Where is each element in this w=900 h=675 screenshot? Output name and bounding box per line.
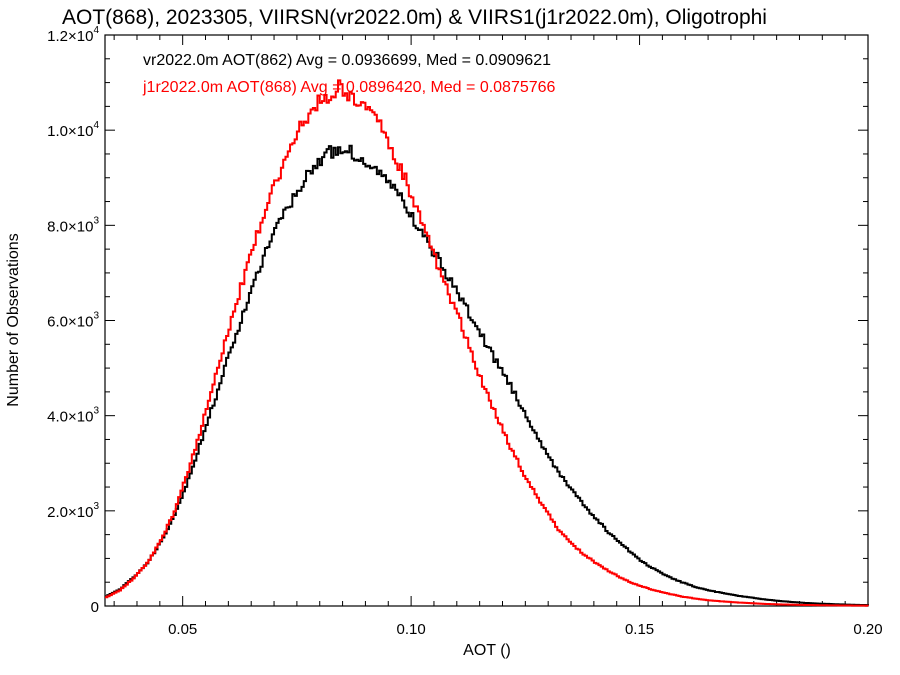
chart-title: AOT(868), 2023305, VIIRSN(vr2022.0m) & V… <box>62 6 767 29</box>
y-tick-label: 1.0×104 <box>47 120 99 140</box>
series-vr2022-line <box>105 144 869 607</box>
y-tick-label: 1.2×104 <box>47 25 99 45</box>
x-tick-label: 0.20 <box>853 621 882 638</box>
y-tick-label: 2.0×103 <box>47 501 99 521</box>
annotation-j1r2022: j1r2022.0m AOT(868) Avg = 0.0896420, Med… <box>142 79 556 96</box>
y-tick-label: 4.0×103 <box>47 406 99 426</box>
x-tick-label: 0.05 <box>168 621 197 638</box>
x-tick-label: 0.15 <box>625 621 654 638</box>
y-tick-label: 8.0×103 <box>47 215 99 235</box>
series-layer <box>105 79 869 607</box>
y-tick-label: 0 <box>91 599 99 616</box>
y-tick-label: 6.0×103 <box>47 311 99 331</box>
annotation-vr2022: vr2022.0m AOT(862) Avg = 0.0936699, Med … <box>143 52 551 69</box>
x-axis-label: AOT () <box>463 642 511 659</box>
x-tick-label: 0.10 <box>397 621 426 638</box>
plot-frame <box>104 34 869 607</box>
series-j1r2022-line <box>105 79 869 607</box>
axis-ticks: 0.05 0.10 0.15 0.20 0 2.0×103 4.0×103 6.0×103 8.… <box>47 25 882 638</box>
y-axis-label: Number of Observations <box>5 233 22 406</box>
